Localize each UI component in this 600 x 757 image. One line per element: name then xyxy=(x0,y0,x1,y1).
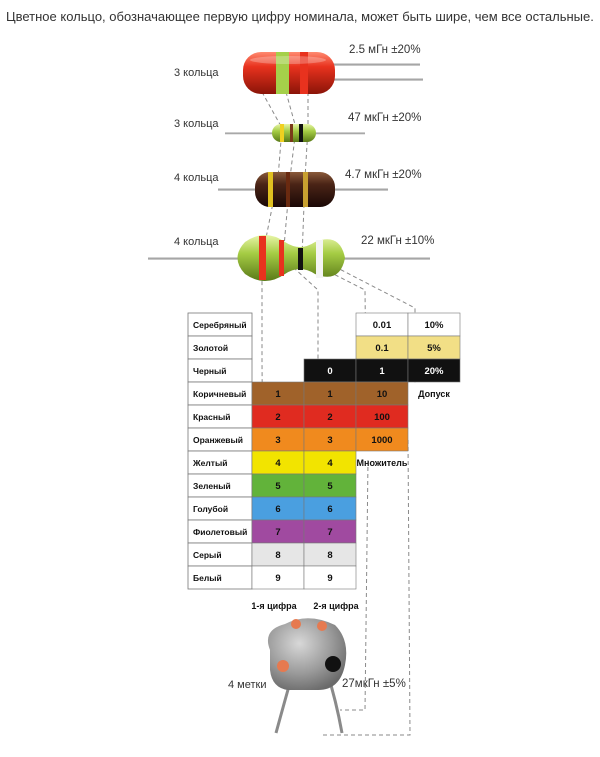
tolerance-cell xyxy=(407,358,461,383)
digit2-value: 6 xyxy=(327,504,332,515)
digit1-value: 8 xyxy=(275,550,280,561)
capacitor-marks-label: 4 метки xyxy=(228,679,267,691)
inductor-3-rings-label: 4 кольца xyxy=(174,172,219,184)
inductor-4-rings-label: 4 кольца xyxy=(174,236,219,248)
color-name-label: Черный xyxy=(193,366,227,376)
multiplier-value: 1000 xyxy=(371,435,392,446)
digit2-cell xyxy=(303,565,357,590)
inductor-3 xyxy=(218,172,388,207)
digit2-value: 5 xyxy=(327,481,333,492)
color-name-label: Голубой xyxy=(193,504,228,514)
inductor-1 xyxy=(243,52,423,94)
color-name-label: Золотой xyxy=(193,343,228,353)
multiplier-value: 10 xyxy=(377,389,388,400)
digit2-value: 4 xyxy=(327,458,333,469)
digit1-value: 7 xyxy=(275,527,280,538)
color-name-label: Фиолетовый xyxy=(193,527,247,537)
multiplier-value: 100 xyxy=(374,412,390,423)
caption: Цветное кольцо, обозначающее первую цифр… xyxy=(6,9,594,24)
tolerance-value: 5% xyxy=(427,343,441,354)
inductor-1-rings-label: 3 кольца xyxy=(174,67,219,79)
multiplier-value: 1 xyxy=(379,366,385,377)
tolerance-value: 10% xyxy=(424,320,444,331)
digit1-value: 6 xyxy=(275,504,280,515)
capacitor-value-label: 27мкГн ±5% xyxy=(342,678,406,690)
digit2-value: 7 xyxy=(327,527,332,538)
digit2-value: 3 xyxy=(327,435,332,446)
digit1-value: 5 xyxy=(275,481,281,492)
digit2-value: 1 xyxy=(327,389,333,400)
capacitor xyxy=(267,618,347,734)
color-name-label: Красный xyxy=(193,412,230,422)
inductor-4-value-label: 22 мкГн ±10% xyxy=(361,235,435,247)
tolerance-caption: Допуск xyxy=(418,389,450,399)
digit1-value: 3 xyxy=(275,435,280,446)
tolerance-value: 20% xyxy=(424,366,444,377)
inductor-4 xyxy=(148,235,430,281)
inductor-3-value-label: 4.7 мкГн ±20% xyxy=(345,169,422,181)
multiplier-value: 0.01 xyxy=(373,320,392,331)
guide-lines xyxy=(261,91,416,736)
color-name-label: Серебряный xyxy=(193,320,247,330)
guide-line-digit1 xyxy=(261,91,283,501)
multiplier-caption: Множитель xyxy=(357,458,408,468)
multiplier-value: 0.1 xyxy=(375,343,389,354)
guide-line-multiplier xyxy=(301,92,367,381)
guide-line-digit2 xyxy=(282,91,319,360)
color-name-label: Коричневый xyxy=(193,389,246,399)
digit1-value: 9 xyxy=(275,573,280,584)
guide-line-cap-mult xyxy=(340,459,369,711)
inductor-2 xyxy=(225,124,365,142)
inductor-2-rings-label: 3 кольца xyxy=(174,118,219,130)
digit1-caption: 1-я цифра xyxy=(251,601,297,611)
digit1-value: 4 xyxy=(275,458,281,469)
color-code-table: Серебряный 0.01 10% Золотой 0.1 5% Черный 0 1 20%… xyxy=(187,312,461,611)
digit1-value: 2 xyxy=(275,412,280,423)
color-name-label: Серый xyxy=(193,550,222,560)
digit2-value: 0 xyxy=(327,366,332,377)
digit2-value: 8 xyxy=(327,550,332,561)
digit2-value: 9 xyxy=(327,573,332,584)
color-name-label: Белый xyxy=(193,573,222,583)
color-name-label: Оранжевый xyxy=(193,435,243,445)
digit2-value: 2 xyxy=(327,412,332,423)
multiplier-cell xyxy=(355,427,409,452)
inductor-2-value-label: 47 мкГн ±20% xyxy=(348,112,422,124)
color-name-label: Зеленый xyxy=(193,481,231,491)
guide-line-cap-value xyxy=(320,439,411,736)
color-name-label: Желтый xyxy=(192,458,227,468)
inductor-1-value-label: 2.5 мГн ±20% xyxy=(349,44,421,56)
digit1-value: 1 xyxy=(275,389,281,400)
digit2-caption: 2-я цифра xyxy=(313,601,359,611)
